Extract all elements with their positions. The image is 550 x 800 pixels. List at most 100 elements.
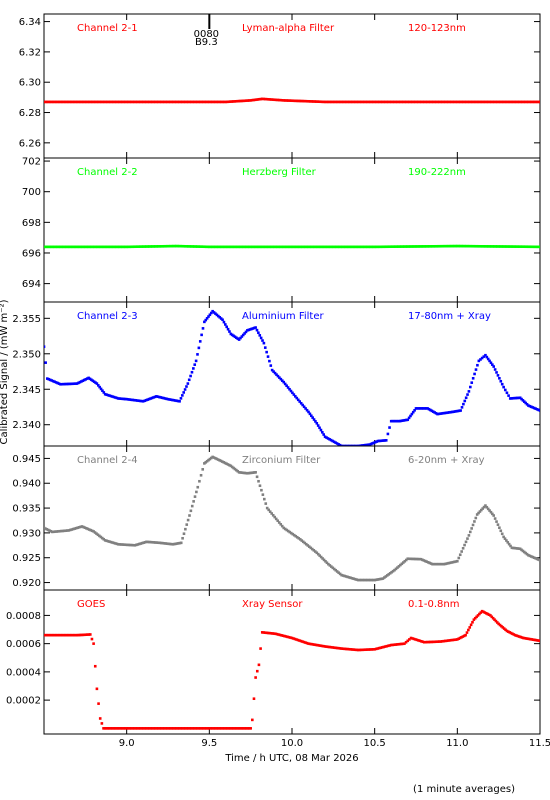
data-point bbox=[277, 521, 281, 524]
data-point bbox=[499, 379, 503, 383]
data-point bbox=[373, 245, 376, 249]
data-point bbox=[138, 399, 142, 403]
data-point bbox=[203, 727, 207, 730]
data-point bbox=[448, 639, 452, 642]
data-point bbox=[140, 100, 143, 104]
data-point bbox=[368, 100, 372, 104]
channel-label: Channel 2-3 bbox=[77, 311, 138, 322]
data-point bbox=[298, 639, 301, 642]
data-point bbox=[44, 345, 46, 348]
data-point bbox=[136, 543, 140, 546]
data-point bbox=[81, 100, 85, 104]
data-point bbox=[274, 632, 277, 636]
data-point bbox=[153, 727, 157, 730]
data-point bbox=[478, 612, 481, 616]
data-point bbox=[98, 245, 102, 249]
data-point bbox=[357, 245, 360, 249]
data-point bbox=[103, 245, 106, 249]
data-point bbox=[199, 245, 202, 248]
data-point bbox=[81, 379, 85, 383]
data-point bbox=[430, 409, 434, 413]
data-point bbox=[126, 100, 130, 104]
data-point bbox=[125, 727, 128, 730]
data-point bbox=[332, 567, 336, 571]
data-point bbox=[65, 633, 68, 637]
data-point bbox=[54, 245, 58, 249]
data-point bbox=[319, 428, 323, 432]
data-point bbox=[299, 245, 303, 249]
data-point bbox=[62, 633, 65, 637]
data-point bbox=[328, 437, 331, 441]
data-point bbox=[498, 526, 501, 530]
data-point bbox=[537, 639, 540, 642]
data-point bbox=[225, 325, 228, 329]
data-point bbox=[80, 100, 83, 104]
data-point bbox=[383, 645, 387, 648]
data-point bbox=[82, 525, 85, 529]
data-point bbox=[361, 245, 365, 249]
data-point bbox=[339, 245, 343, 249]
data-point bbox=[292, 533, 296, 537]
data-point bbox=[83, 526, 87, 529]
data-point bbox=[337, 245, 341, 249]
data-point bbox=[404, 640, 408, 644]
data-point bbox=[342, 245, 345, 249]
data-point bbox=[406, 418, 410, 422]
data-point bbox=[222, 320, 226, 324]
data-point bbox=[220, 727, 223, 730]
data-point bbox=[489, 361, 493, 365]
data-point bbox=[132, 100, 136, 104]
data-point bbox=[191, 727, 195, 730]
data-point bbox=[493, 368, 497, 371]
data-point bbox=[489, 614, 492, 617]
data-point bbox=[521, 549, 525, 553]
data-point bbox=[303, 541, 307, 545]
data-point bbox=[410, 557, 414, 561]
data-point bbox=[382, 100, 385, 104]
data-point bbox=[190, 504, 194, 508]
data-point bbox=[97, 702, 100, 705]
series-2 bbox=[44, 244, 540, 249]
data-point bbox=[200, 100, 204, 104]
data-point bbox=[259, 245, 263, 249]
data-point bbox=[112, 395, 116, 399]
data-point bbox=[341, 444, 345, 446]
data-point bbox=[164, 727, 168, 730]
data-point bbox=[73, 527, 76, 530]
data-point bbox=[504, 100, 508, 104]
data-point bbox=[326, 100, 330, 104]
data-point bbox=[438, 244, 441, 248]
data-point bbox=[535, 407, 539, 411]
data-point bbox=[292, 637, 295, 640]
data-point bbox=[152, 727, 156, 730]
data-point bbox=[327, 245, 331, 249]
data-point bbox=[404, 558, 408, 562]
data-point bbox=[72, 245, 75, 249]
data-point bbox=[64, 245, 68, 249]
data-point bbox=[504, 628, 507, 632]
data-point bbox=[314, 100, 318, 103]
data-point bbox=[205, 100, 208, 104]
data-point bbox=[200, 245, 204, 248]
data-point bbox=[280, 634, 283, 637]
data-point bbox=[477, 511, 480, 515]
data-point bbox=[110, 727, 114, 730]
data-point bbox=[375, 440, 378, 443]
x-axis-label: Time / h UTC, 08 Mar 2026 bbox=[224, 753, 358, 764]
data-point bbox=[419, 557, 423, 561]
data-point bbox=[67, 245, 71, 249]
data-point bbox=[531, 406, 535, 409]
data-point bbox=[391, 100, 395, 104]
data-point bbox=[188, 514, 191, 517]
data-point bbox=[214, 727, 217, 730]
data-point bbox=[199, 727, 202, 730]
data-point bbox=[535, 245, 539, 249]
data-point bbox=[309, 414, 313, 418]
data-point bbox=[516, 100, 520, 104]
data-point bbox=[87, 100, 91, 104]
data-point bbox=[156, 541, 160, 545]
data-point bbox=[305, 641, 309, 645]
data-point bbox=[177, 542, 180, 545]
data-point bbox=[538, 245, 540, 249]
